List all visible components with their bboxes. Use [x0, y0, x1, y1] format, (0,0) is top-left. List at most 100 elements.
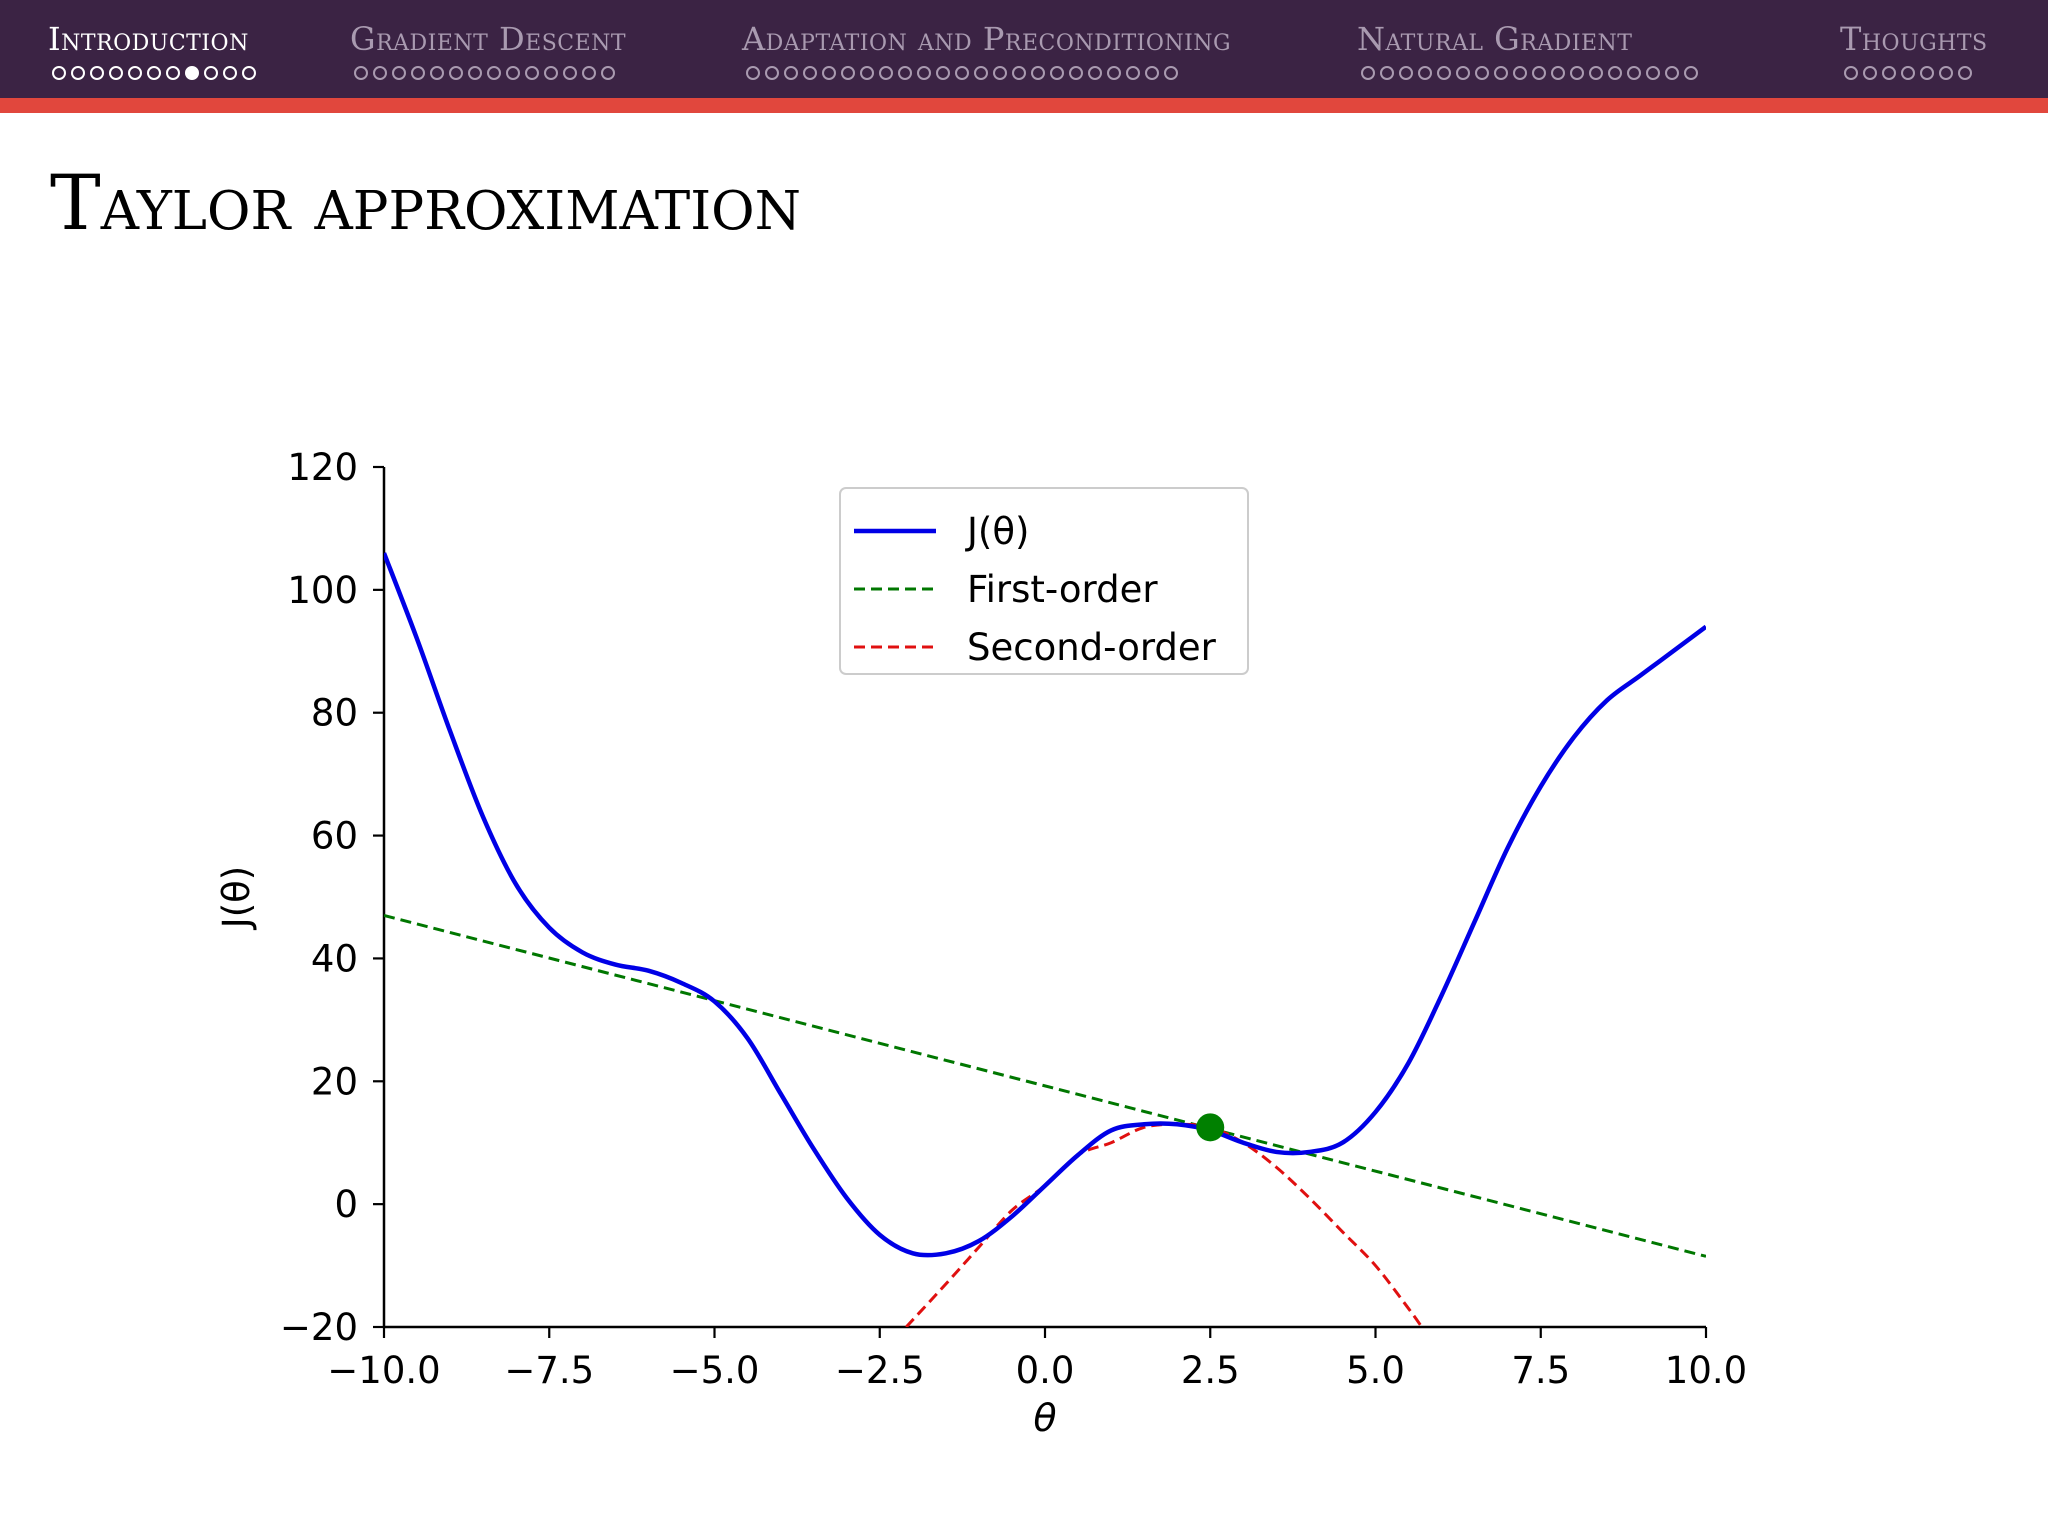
nav-dot[interactable]: [1107, 66, 1121, 80]
nav-dot[interactable]: [1684, 66, 1698, 80]
nav-dot[interactable]: [784, 66, 798, 80]
nav-dot[interactable]: [373, 66, 387, 80]
nav-dot[interactable]: [166, 66, 180, 80]
nav-dot[interactable]: [582, 66, 596, 80]
nav-dot[interactable]: [1920, 66, 1934, 80]
y-tick-label: 100: [287, 569, 358, 612]
nav-dot[interactable]: [936, 66, 950, 80]
nav-dot[interactable]: [1069, 66, 1083, 80]
nav-slide-dots: [1361, 66, 1703, 80]
x-tick-label: 2.5: [1181, 1349, 1240, 1392]
nav-dot[interactable]: [803, 66, 817, 80]
nav-dot[interactable]: [1665, 66, 1679, 80]
nav-dot[interactable]: [563, 66, 577, 80]
nav-dot[interactable]: [974, 66, 988, 80]
x-tick-label: −10.0: [327, 1349, 440, 1392]
nav-dot[interactable]: [128, 66, 142, 80]
nav-dot[interactable]: [1380, 66, 1394, 80]
nav-dot[interactable]: [1164, 66, 1178, 80]
nav-dot[interactable]: [449, 66, 463, 80]
nav-section-title[interactable]: Natural Gradient: [1357, 20, 1633, 58]
nav-dot[interactable]: [601, 66, 615, 80]
nav-dot-current[interactable]: [185, 66, 199, 80]
nav-dot[interactable]: [1126, 66, 1140, 80]
nav-dot[interactable]: [1475, 66, 1489, 80]
x-tick-label: 7.5: [1511, 1349, 1570, 1392]
nav-dot[interactable]: [1608, 66, 1622, 80]
nav-dot[interactable]: [1456, 66, 1470, 80]
nav-dot[interactable]: [955, 66, 969, 80]
second-order-curve: [905, 1122, 1423, 1327]
nav-dot[interactable]: [1901, 66, 1915, 80]
nav-dot[interactable]: [1844, 66, 1858, 80]
nav-section-title[interactable]: Introduction: [48, 20, 249, 58]
nav-dot[interactable]: [1589, 66, 1603, 80]
nav-dot[interactable]: [1031, 66, 1045, 80]
nav-dot[interactable]: [487, 66, 501, 80]
nav-dot[interactable]: [468, 66, 482, 80]
nav-dot[interactable]: [1012, 66, 1026, 80]
nav-dot[interactable]: [1939, 66, 1953, 80]
nav-dot[interactable]: [1361, 66, 1375, 80]
chart-series-layer: [384, 552, 1706, 1327]
y-tick-label: 20: [311, 1060, 358, 1103]
nav-dot[interactable]: [1050, 66, 1064, 80]
nav-dot[interactable]: [746, 66, 760, 80]
nav-dot[interactable]: [411, 66, 425, 80]
nav-dot[interactable]: [430, 66, 444, 80]
y-tick-label: 120: [287, 446, 358, 489]
x-tick-label: −7.5: [504, 1349, 594, 1392]
nav-dot[interactable]: [898, 66, 912, 80]
nav-dot[interactable]: [1627, 66, 1641, 80]
nav-dot[interactable]: [1882, 66, 1896, 80]
nav-dot[interactable]: [204, 66, 218, 80]
nav-slide-dots: [52, 66, 261, 80]
x-tick-label: 5.0: [1346, 1349, 1405, 1392]
nav-dot[interactable]: [223, 66, 237, 80]
nav-dot[interactable]: [1088, 66, 1102, 80]
nav-dot[interactable]: [90, 66, 104, 80]
nav-dot[interactable]: [1551, 66, 1565, 80]
legend-box: [839, 487, 1249, 675]
nav-dot[interactable]: [765, 66, 779, 80]
y-tick-label: 80: [311, 692, 358, 735]
nav-dot[interactable]: [392, 66, 406, 80]
nav-dot[interactable]: [1646, 66, 1660, 80]
nav-dot[interactable]: [1145, 66, 1159, 80]
nav-dot[interactable]: [879, 66, 893, 80]
nav-dot[interactable]: [822, 66, 836, 80]
nav-dot[interactable]: [52, 66, 66, 80]
first-order-line: [384, 913, 1706, 1258]
nav-dot[interactable]: [525, 66, 539, 80]
chart-legend: J(θ) First-order Second-order: [839, 487, 1249, 675]
nav-dot[interactable]: [1863, 66, 1877, 80]
nav-dot[interactable]: [1570, 66, 1584, 80]
nav-dot[interactable]: [1532, 66, 1546, 80]
nav-dot[interactable]: [1494, 66, 1508, 80]
nav-dot[interactable]: [147, 66, 161, 80]
y-tick-label: 40: [311, 937, 358, 980]
nav-section-title[interactable]: Thoughts: [1840, 20, 1988, 58]
nav-dot[interactable]: [354, 66, 368, 80]
nav-dot[interactable]: [1513, 66, 1527, 80]
nav-dot[interactable]: [993, 66, 1007, 80]
y-axis-label: J(θ): [215, 866, 258, 930]
nav-section-title[interactable]: Adaptation and Preconditioning: [742, 20, 1232, 58]
nav-dot[interactable]: [1958, 66, 1972, 80]
legend-label-first-order-line: First-order: [967, 568, 1158, 611]
nav-dot[interactable]: [242, 66, 256, 80]
nav-dot[interactable]: [506, 66, 520, 80]
nav-dot[interactable]: [1418, 66, 1432, 80]
nav-dot[interactable]: [1437, 66, 1451, 80]
nav-dot[interactable]: [71, 66, 85, 80]
nav-dot[interactable]: [1399, 66, 1413, 80]
x-axis-label: θ: [1033, 1396, 1056, 1440]
nav-dot[interactable]: [544, 66, 558, 80]
nav-dot[interactable]: [109, 66, 123, 80]
nav-dot[interactable]: [860, 66, 874, 80]
accent-bar: [0, 98, 2048, 113]
nav-section-title[interactable]: Gradient Descent: [350, 20, 627, 58]
nav-dot[interactable]: [841, 66, 855, 80]
nav-dot[interactable]: [917, 66, 931, 80]
